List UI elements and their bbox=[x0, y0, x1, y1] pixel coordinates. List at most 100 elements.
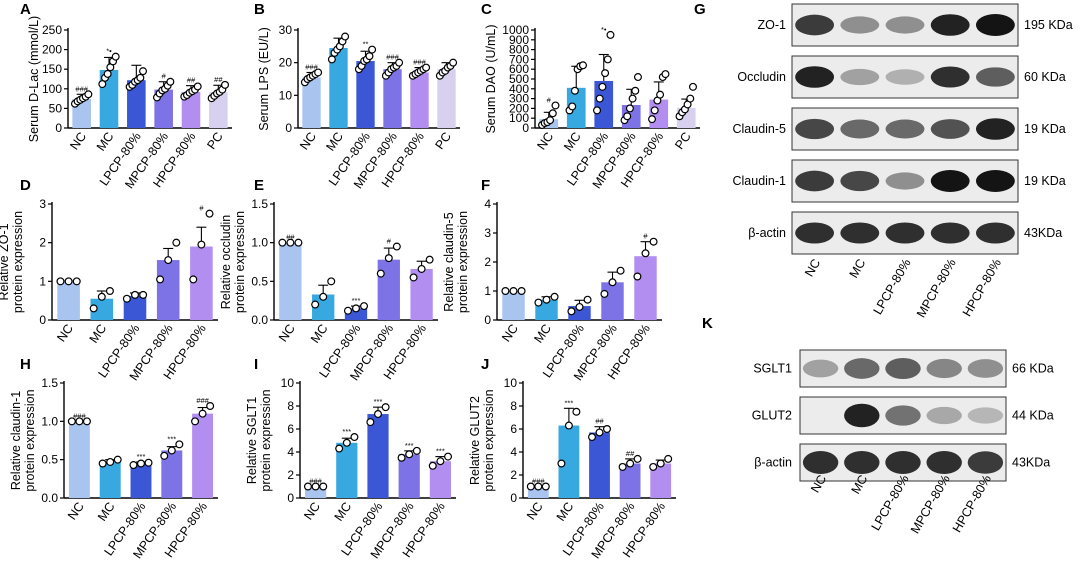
panel-letter: E bbox=[254, 177, 264, 194]
blot-row-label: β-actin bbox=[754, 456, 792, 470]
data-point bbox=[113, 455, 122, 464]
data-point bbox=[341, 32, 350, 41]
x-tick-label: MC bbox=[323, 130, 346, 154]
y-tick-label: 2 bbox=[39, 236, 46, 250]
blot-band bbox=[795, 170, 835, 192]
y-tick-label: 600 bbox=[509, 62, 529, 76]
bar-lpcp-80 bbox=[344, 308, 368, 320]
significance-mark: ## bbox=[626, 449, 635, 458]
y-tick-label: 100 bbox=[42, 82, 62, 96]
y-tick-label: 0.0 bbox=[41, 491, 58, 505]
bar-lpcp-80 bbox=[127, 80, 146, 128]
data-point bbox=[501, 287, 510, 296]
y-tick-label: 200 bbox=[42, 43, 62, 57]
panel-letter: J bbox=[481, 356, 489, 373]
x-tick-label: NC bbox=[524, 500, 546, 523]
data-point bbox=[111, 52, 120, 61]
data-point bbox=[136, 73, 145, 82]
y-tick-label: 400 bbox=[509, 82, 529, 96]
data-point bbox=[578, 61, 587, 70]
blot-band bbox=[885, 222, 925, 244]
y-axis-label: protein expression bbox=[482, 389, 496, 491]
y-tick-label: 300 bbox=[509, 92, 529, 106]
significance-mark: ### bbox=[532, 477, 545, 486]
data-point bbox=[368, 45, 377, 54]
data-point bbox=[568, 102, 577, 111]
x-tick-label: NC bbox=[276, 322, 298, 345]
x-tick-label: MC bbox=[332, 500, 355, 524]
data-point bbox=[428, 461, 437, 470]
significance-mark: ## bbox=[595, 417, 604, 426]
x-tick-label: MC bbox=[308, 322, 331, 346]
bar-lpcp-80 bbox=[367, 414, 389, 498]
molecular-weight-label: 60 KDa bbox=[1024, 70, 1066, 84]
significance-mark: *• bbox=[601, 25, 607, 34]
bar-mpcp-80 bbox=[377, 259, 400, 320]
blot-band bbox=[967, 451, 1004, 474]
data-point bbox=[628, 94, 637, 103]
data-point bbox=[534, 482, 543, 491]
blot-band bbox=[844, 358, 880, 379]
data-point bbox=[557, 459, 566, 468]
blot-band bbox=[840, 119, 880, 139]
data-point bbox=[686, 94, 695, 103]
significance-mark: *** bbox=[374, 397, 383, 406]
data-point bbox=[548, 109, 557, 118]
y-tick-label: 30 bbox=[279, 23, 293, 37]
data-point bbox=[603, 55, 612, 64]
blot-band bbox=[885, 172, 925, 190]
bar-mpcp-80 bbox=[383, 69, 402, 128]
x-tick-label: PC bbox=[204, 130, 225, 152]
significance-mark: ## bbox=[187, 76, 196, 85]
y-axis-label: protein expression bbox=[456, 211, 470, 313]
blot-band bbox=[926, 406, 962, 425]
significance-mark: *** bbox=[167, 434, 176, 443]
data-point bbox=[205, 209, 214, 218]
blot-band bbox=[795, 14, 835, 36]
bar-nc bbox=[304, 486, 327, 498]
data-point bbox=[97, 292, 106, 301]
data-point bbox=[376, 269, 385, 278]
significance-mark: ** bbox=[363, 40, 369, 49]
blot-row-label: GLUT2 bbox=[752, 409, 792, 423]
data-point bbox=[601, 69, 610, 78]
y-tick-label: 0 bbox=[285, 121, 292, 135]
y-tick-label: 2 bbox=[510, 468, 517, 482]
x-tick-label: PC bbox=[433, 130, 454, 152]
data-point bbox=[395, 58, 404, 67]
y-tick-label: 1.0 bbox=[251, 236, 268, 250]
data-point bbox=[422, 63, 431, 72]
y-tick-label: 10 bbox=[281, 376, 295, 390]
significance-mark: ### bbox=[75, 84, 88, 93]
panel-letter: A bbox=[20, 1, 31, 18]
y-tick-label: 0.5 bbox=[41, 453, 58, 467]
x-tick-label: MC bbox=[95, 500, 118, 524]
y-tick-label: 700 bbox=[509, 52, 529, 66]
data-point bbox=[189, 275, 198, 284]
data-point bbox=[327, 277, 336, 286]
blot-band bbox=[926, 450, 962, 475]
molecular-weight-label: 66 KDa bbox=[1012, 362, 1054, 376]
y-axis-label: protein expression bbox=[23, 389, 37, 491]
blot-row-label: Claudin-1 bbox=[732, 174, 786, 188]
significance-mark: # bbox=[547, 95, 552, 104]
data-point bbox=[198, 409, 207, 418]
data-point bbox=[221, 80, 230, 89]
data-point bbox=[352, 304, 361, 313]
blot-band bbox=[802, 450, 839, 475]
blot-band bbox=[802, 359, 839, 378]
data-point bbox=[600, 289, 609, 298]
data-point bbox=[197, 240, 206, 249]
y-tick-label: 4 bbox=[484, 197, 491, 211]
data-point bbox=[664, 454, 673, 463]
data-point bbox=[64, 277, 73, 286]
bar-hpcp-80 bbox=[192, 413, 214, 498]
data-point bbox=[342, 438, 351, 447]
bar-hpcp-80 bbox=[190, 246, 213, 320]
y-tick-label: 900 bbox=[509, 33, 529, 47]
y-tick-label: 6 bbox=[510, 422, 517, 436]
blot-band bbox=[930, 66, 970, 88]
data-point bbox=[98, 459, 107, 468]
